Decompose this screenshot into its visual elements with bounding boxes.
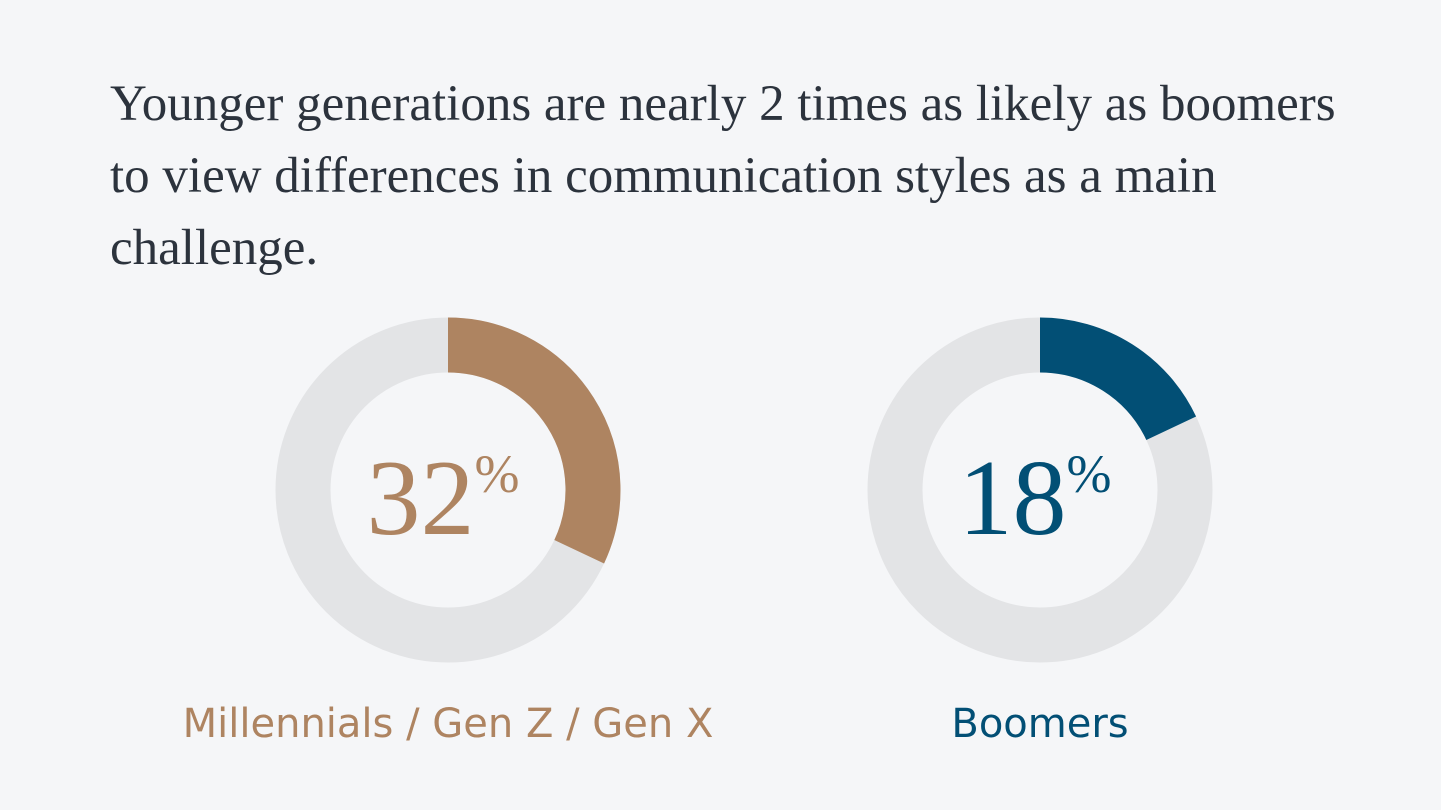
donut-segment [447,317,621,564]
value-label: 18% [959,439,1112,558]
chart-title: Younger generations are nearly 2 times a… [110,76,1336,276]
value-label: 32% [367,439,520,558]
donut-segment [1039,317,1197,441]
donut-label: Millennials / Gen Z / Gen X [183,701,714,747]
donut-label: Boomers [951,701,1128,747]
